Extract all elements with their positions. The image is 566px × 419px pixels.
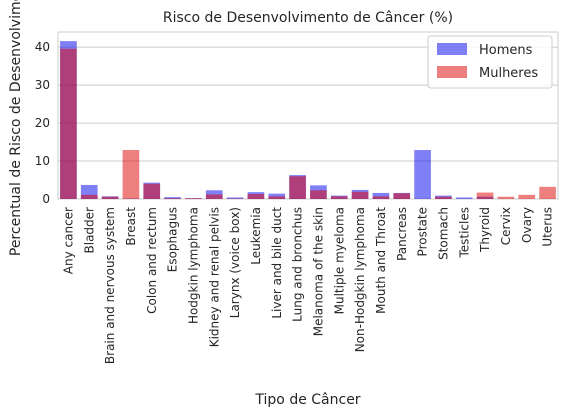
bar-women — [185, 198, 202, 199]
bar-women — [247, 194, 265, 199]
x-tick-label: Prostate — [416, 207, 430, 256]
bar-men — [226, 197, 244, 199]
y-tick-label: 0 — [42, 192, 50, 206]
bar-men — [372, 192, 390, 199]
x-tick-label: Brain and nervous system — [103, 207, 117, 364]
legend-swatch-men — [437, 43, 467, 55]
x-tick-label: Melanoma of the skin — [311, 207, 325, 336]
bar-women — [351, 191, 369, 199]
x-tick-label: Liver and bile duct — [270, 207, 284, 319]
bar-women — [289, 176, 306, 199]
bar-women — [205, 194, 223, 199]
y-axis-label: Percentual de Risco de Desenvolvimento — [8, 0, 24, 256]
bar-women — [80, 194, 98, 199]
x-axis-label: Tipo de Câncer — [254, 392, 360, 408]
y-tick-label: 40 — [35, 40, 50, 54]
x-tick-label: Stomach — [436, 207, 450, 260]
bar-women — [372, 196, 390, 199]
legend: Homens Mulheres — [427, 35, 553, 89]
x-tick-label: Kidney and renal pelvis — [207, 207, 221, 347]
x-tick-label: Non-Hodgkin lymphoma — [353, 207, 367, 352]
legend-label-men: Homens — [479, 43, 533, 58]
bar-women — [539, 186, 556, 199]
x-tick-label: Colon and rectum — [145, 207, 159, 314]
x-tick-label: Testicles — [457, 207, 471, 259]
bar-women — [60, 48, 77, 200]
x-tick-labels: Any cancer Bladder Brain and nervous syste… — [61, 207, 554, 364]
bar-women — [164, 198, 181, 199]
x-tick-label: Leukemia — [249, 207, 263, 265]
x-tick-label: Esophagus — [166, 207, 180, 272]
x-tick-label: Uterus — [541, 207, 555, 247]
bar-women — [518, 194, 536, 199]
x-tick-label: Pancreas — [395, 207, 409, 261]
legend-label-women: Mulheres — [479, 66, 538, 81]
bar-women — [330, 196, 348, 199]
y-tick-labels: 0 10 20 30 40 — [35, 40, 50, 206]
chart-title: Risco de Desenvolvimento de Câncer (%) — [163, 10, 453, 26]
bar-women — [101, 196, 119, 199]
bars-women — [60, 48, 556, 200]
bar-men — [455, 197, 473, 199]
x-tick-label: Thyroid — [478, 207, 492, 253]
x-tick-label: Lung and bronchus — [291, 207, 305, 322]
bar-women — [310, 190, 327, 199]
y-tick-label: 10 — [35, 154, 50, 168]
x-tick-label: Breast — [124, 207, 138, 246]
x-tick-label: Ovary — [520, 207, 534, 243]
x-tick-label: Bladder — [82, 207, 96, 254]
x-tick-label: Mouth and Throat — [374, 207, 388, 314]
bar-women — [476, 192, 494, 199]
y-tick-label: 20 — [35, 116, 50, 130]
bar-men — [164, 197, 181, 199]
legend-swatch-women — [437, 66, 467, 78]
x-tick-label: Larynx (voice box) — [228, 207, 242, 318]
bar-women — [497, 196, 515, 199]
bar-women — [393, 193, 411, 199]
x-tick-label: Any cancer — [61, 207, 75, 274]
x-tick-label: Multiple myeloma — [332, 207, 346, 314]
bar-women — [435, 196, 452, 199]
bar-women — [143, 183, 161, 199]
bar-women — [268, 196, 286, 199]
bar-men — [414, 150, 431, 199]
bar-women — [122, 150, 140, 199]
x-tick-label: Hodgkin lymphoma — [186, 207, 200, 324]
x-tick-label: Cervix — [499, 207, 513, 245]
y-tick-label: 30 — [35, 78, 50, 92]
